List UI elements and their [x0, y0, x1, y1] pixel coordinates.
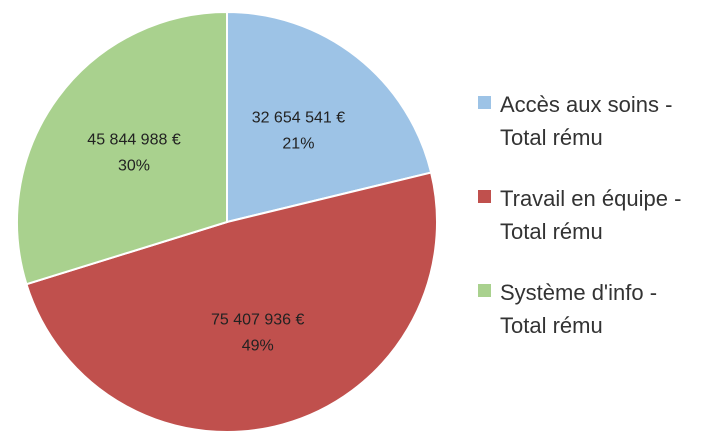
pie-slice [16, 10, 228, 286]
legend-swatch [478, 284, 491, 297]
legend-label: Travail en équipe - Total rému [500, 186, 682, 244]
legend-swatch [478, 96, 491, 109]
legend: Accès aux soins - Total rému Travail en é… [478, 88, 708, 370]
slice-percent-label: 30% [118, 158, 150, 175]
slice-value-label: 75 407 936 € [211, 312, 305, 329]
legend-label: Système d'info - Total rému [500, 280, 658, 338]
pie-slice [25, 171, 438, 432]
slice-value-label: 45 844 988 € [87, 132, 181, 149]
slice-percent-label: 49% [242, 338, 274, 355]
legend-label: Accès aux soins - Total rému [500, 92, 673, 150]
legend-item: Travail en équipe - Total rému [478, 182, 708, 248]
pie-slice [226, 10, 433, 224]
legend-item: Accès aux soins - Total rému [478, 88, 708, 154]
legend-item: Système d'info - Total rému [478, 276, 708, 342]
slice-value-label: 32 654 541 € [252, 109, 346, 126]
slice-percent-label: 21% [282, 135, 314, 152]
legend-swatch [478, 190, 491, 203]
